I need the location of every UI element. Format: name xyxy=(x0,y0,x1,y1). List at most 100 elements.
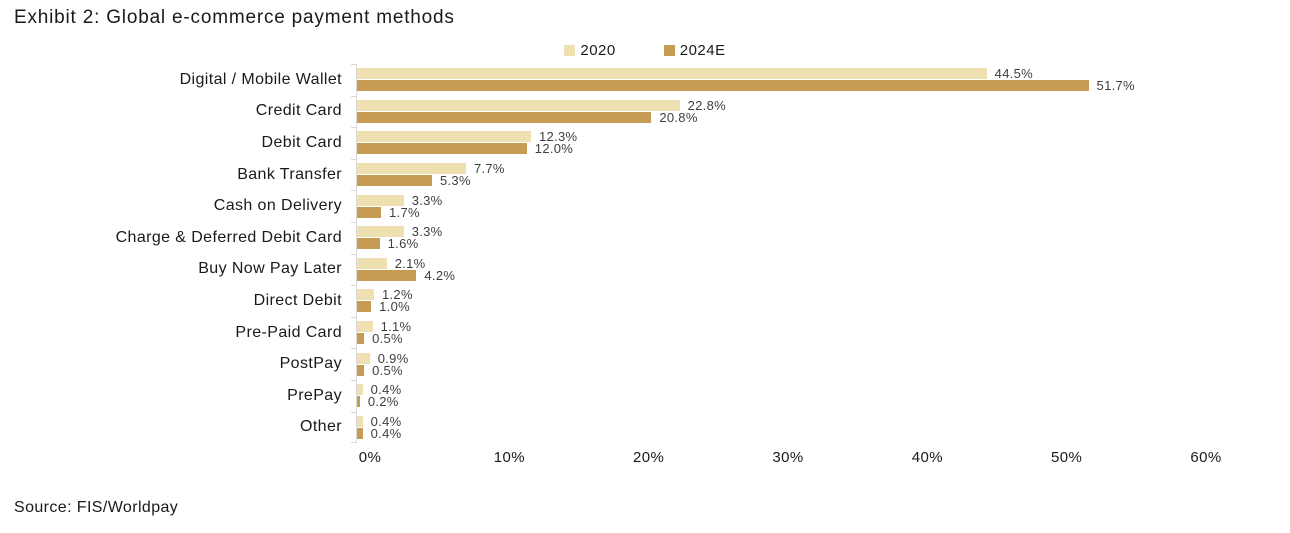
legend-item-2024e: 2024E xyxy=(663,42,726,59)
chart-row: PostPay 0.9% 0.5% xyxy=(0,348,1206,380)
bar-line-2020: 7.7% xyxy=(357,161,1206,177)
data-label: 5.3% xyxy=(439,173,471,189)
bar-2024e xyxy=(357,175,432,187)
category-label: Direct Debit xyxy=(253,291,342,309)
bar-line-2020: 3.3% xyxy=(357,224,1206,240)
chart-row: Direct Debit 1.2% 1.0% xyxy=(0,285,1206,317)
data-label: 2.1% xyxy=(394,255,426,271)
bar-2020 xyxy=(357,226,404,238)
bar-line-2020: 1.1% xyxy=(357,320,1206,333)
bar-group: 0.9% 0.5% xyxy=(351,348,1206,380)
bar-line-2024e: 0.5% xyxy=(357,362,1206,378)
chart-row: Other 0.4% 0.4% xyxy=(0,411,1206,444)
bar-line-2020: 44.5% xyxy=(357,66,1206,82)
x-axis-tick-label: 60% xyxy=(1190,449,1222,466)
bar-2020 xyxy=(357,352,370,364)
category-label: Debit Card xyxy=(261,133,342,151)
legend-swatch-2024e xyxy=(663,45,675,56)
bar-line-2024e: 1.0% xyxy=(357,299,1206,315)
data-label: 3.3% xyxy=(411,192,443,208)
bar-2024e xyxy=(357,238,380,250)
data-label: 0.5% xyxy=(372,362,403,378)
bar-group: 7.7% 5.3% xyxy=(351,158,1206,191)
bar-group: 3.3% 1.7% xyxy=(351,190,1206,222)
bar-line-2020: 0.9% xyxy=(357,350,1206,366)
category-label: Bank Transfer xyxy=(237,165,342,183)
category-label: PrePay xyxy=(287,386,342,404)
bar-2024e xyxy=(357,427,363,439)
chart-row: Cash on Delivery 3.3% 1.7% xyxy=(0,190,1206,222)
category-label: Pre-Paid Card xyxy=(235,323,342,341)
bar-line-2024e: 1.6% xyxy=(357,236,1206,252)
bar-line-2020: 12.3% xyxy=(357,129,1206,145)
bar-2024e xyxy=(357,206,382,218)
data-label: 12.3% xyxy=(539,129,578,145)
bar-line-2024e: 0.5% xyxy=(357,331,1206,347)
category-label: Cash on Delivery xyxy=(213,197,342,215)
category-label: Charge & Deferred Debit Card xyxy=(115,228,342,246)
bar-2020 xyxy=(357,289,374,301)
bar-line-2020: 3.3% xyxy=(357,192,1206,208)
legend-label: 2020 xyxy=(580,42,616,59)
x-axis-tick-label: 30% xyxy=(772,449,804,466)
bar-2020 xyxy=(357,415,363,427)
data-label: 51.7% xyxy=(1096,78,1135,94)
legend: 2020 2024E xyxy=(0,42,1290,59)
category-label: Other xyxy=(299,418,342,436)
chart-row: Pre-Paid Card 1.1% 0.5% xyxy=(0,316,1206,349)
category-label: PostPay xyxy=(279,355,342,373)
chart-row: Buy Now Pay Later 2.1% 4.2% xyxy=(0,253,1206,286)
legend-swatch-2020 xyxy=(564,45,576,56)
legend-label: 2024E xyxy=(679,42,726,59)
data-label: 4.2% xyxy=(424,267,456,283)
x-axis: 0% 10% 20% 30% 40% 50% 60% xyxy=(359,449,1221,469)
data-label: 0.9% xyxy=(377,350,409,366)
x-axis-tick-label: 0% xyxy=(358,449,382,466)
data-label: 1.2% xyxy=(381,287,413,303)
category-label: Buy Now Pay Later xyxy=(198,260,342,278)
bar-2020 xyxy=(357,257,387,269)
plot-area: Digital / Mobile Wallet 44.5% 51.7% Credit … xyxy=(0,64,1206,444)
data-label: 3.3% xyxy=(411,224,443,240)
bar-line-2024e: 0.2% xyxy=(357,395,1206,408)
data-label: 20.8% xyxy=(659,109,698,125)
data-label: 0.4% xyxy=(370,413,402,429)
data-label: 1.6% xyxy=(387,236,419,252)
bar-2020 xyxy=(357,194,404,206)
data-label: 1.7% xyxy=(389,204,420,220)
data-label: 7.7% xyxy=(473,161,505,177)
bar-line-2024e: 0.4% xyxy=(357,427,1206,440)
bar-group: 0.4% 0.4% xyxy=(351,411,1206,444)
data-label: 44.5% xyxy=(994,66,1034,82)
bar-line-2024e: 51.7% xyxy=(357,78,1206,94)
bar-line-2020: 0.4% xyxy=(357,413,1206,429)
bar-line-2024e: 1.7% xyxy=(357,204,1206,220)
bar-group: 1.1% 0.5% xyxy=(351,316,1206,349)
data-label: 12.0% xyxy=(534,141,574,157)
bar-2020 xyxy=(357,99,680,111)
bar-group: 12.3% 12.0% xyxy=(351,127,1206,159)
bar-line-2024e: 12.0% xyxy=(357,141,1206,157)
bar-group: 0.4% 0.2% xyxy=(351,379,1206,412)
bar-line-2024e: 5.3% xyxy=(357,173,1206,189)
bar-2024e xyxy=(357,143,527,155)
bar-line-2020: 22.8% xyxy=(357,99,1206,112)
data-label: 1.0% xyxy=(379,299,410,315)
bar-2020 xyxy=(357,131,532,143)
x-axis-tick-label: 10% xyxy=(493,449,525,466)
bar-2024e xyxy=(357,396,360,408)
bar-line-2020: 1.2% xyxy=(357,287,1206,303)
bar-group: 22.8% 20.8% xyxy=(351,95,1206,128)
bar-group: 1.2% 1.0% xyxy=(351,285,1206,317)
chart-row: Debit Card 12.3% 12.0% xyxy=(0,127,1206,159)
bar-line-2024e: 20.8% xyxy=(357,109,1206,125)
category-label: Digital / Mobile Wallet xyxy=(179,70,342,88)
data-label: 0.5% xyxy=(372,331,403,347)
data-label: 0.4% xyxy=(370,382,402,398)
bar-2020 xyxy=(357,68,987,80)
source-note: Source: FIS/Worldpay xyxy=(14,499,179,516)
bar-2024e xyxy=(357,80,1089,92)
bar-line-2020: 0.4% xyxy=(357,382,1206,398)
chart-title: Exhibit 2: Global e-commerce payment met… xyxy=(14,7,455,28)
